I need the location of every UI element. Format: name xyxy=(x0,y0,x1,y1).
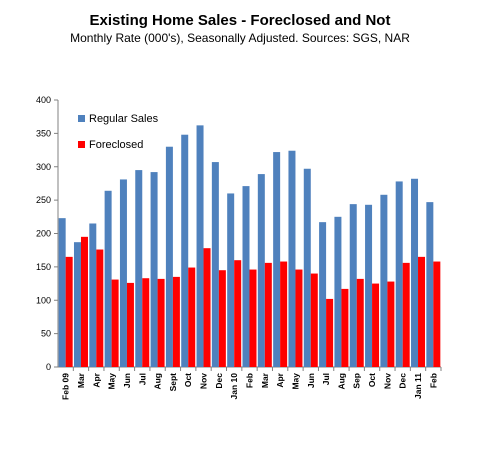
regular-sales-bar xyxy=(365,204,373,367)
foreclosed-bar xyxy=(326,298,334,367)
x-tick-label: Nov xyxy=(382,373,392,389)
x-tick-label: Apr xyxy=(91,372,101,387)
x-tick-label: May xyxy=(290,373,300,390)
y-axis: 0 50 100 150 200 250 300 350 400 xyxy=(36,95,58,372)
x-tick-label: Jan 11 xyxy=(413,373,423,399)
foreclosed-bar xyxy=(372,283,380,367)
regular-sales-bar xyxy=(227,193,235,367)
foreclosed-bar xyxy=(402,262,410,367)
y-tick-label: 100 xyxy=(36,295,51,305)
regular-sales-bar xyxy=(288,150,296,367)
regular-sales-bar xyxy=(165,146,173,367)
regular-sales-bar xyxy=(196,125,204,368)
foreclosed-bar xyxy=(65,256,73,367)
x-tick-label: Dec xyxy=(398,373,408,389)
x-tick-label: Sep xyxy=(352,373,362,389)
chart-subtitle: Monthly Rate (000's), Seasonally Adjuste… xyxy=(70,31,410,45)
foreclosed-bar xyxy=(96,249,104,367)
regular-sales-bar xyxy=(181,134,189,367)
foreclosed-bar xyxy=(418,256,426,367)
x-tick-label: Sept xyxy=(168,373,178,392)
foreclosed-bar xyxy=(142,278,150,367)
foreclosed-bar xyxy=(249,269,257,367)
regular-sales-bar xyxy=(211,162,219,367)
foreclosed-bar xyxy=(80,236,88,367)
foreclosed-bar xyxy=(387,281,395,367)
foreclosed-bar xyxy=(234,260,242,367)
regular-sales-bar xyxy=(119,179,127,367)
foreclosed-bar xyxy=(433,261,441,367)
y-tick-label: 250 xyxy=(36,195,51,205)
y-tick-label: 200 xyxy=(36,229,51,239)
x-tick-label: Feb xyxy=(428,373,438,388)
x-tick-label: May xyxy=(107,373,117,390)
regular-sales-bar xyxy=(411,178,419,367)
x-tick-label: Apr xyxy=(275,372,285,387)
foreclosed-bar xyxy=(218,270,226,367)
regular-sales-bar xyxy=(135,170,143,367)
regular-sales-bar xyxy=(426,202,434,367)
regular-sales-bar xyxy=(349,204,357,367)
x-tick-label: Oct xyxy=(367,373,377,387)
x-tick-label: Mar xyxy=(260,372,270,388)
regular-sales-bar xyxy=(273,152,281,367)
legend-label: Foreclosed xyxy=(89,139,143,151)
bars xyxy=(58,125,441,368)
y-tick-label: 350 xyxy=(36,128,51,138)
regular-sales-bar xyxy=(303,168,311,367)
x-tick-label: Nov xyxy=(199,373,209,389)
regular-sales-bar xyxy=(104,190,112,367)
x-tick-label: Aug xyxy=(336,373,346,390)
x-tick-label: Jul xyxy=(321,373,331,385)
x-tick-label: Jun xyxy=(306,373,316,388)
chart-title: Existing Home Sales - Foreclosed and Not xyxy=(89,12,391,29)
foreclosed-bar xyxy=(356,278,364,367)
regular-sales-bar xyxy=(89,223,97,367)
foreclosed-bar xyxy=(203,248,211,367)
regular-sales-bar xyxy=(380,194,388,367)
regular-sales-bar xyxy=(319,222,327,367)
regular-sales-bar xyxy=(150,172,158,367)
foreclosed-bar xyxy=(295,269,303,367)
x-tick-label: Feb xyxy=(245,373,255,388)
foreclosed-bar xyxy=(157,278,165,367)
foreclosed-bar xyxy=(172,276,180,367)
x-tick-label: Aug xyxy=(153,373,163,390)
foreclosed-bar xyxy=(188,267,196,367)
x-tick-label: Dec xyxy=(214,373,224,389)
foreclosed-bar xyxy=(111,279,119,367)
y-tick-label: 300 xyxy=(36,162,51,172)
foreclosed-bar xyxy=(280,261,288,367)
foreclosed-bar xyxy=(126,282,134,367)
legend-label: Regular Sales xyxy=(89,113,159,125)
foreclosed-bar xyxy=(264,262,272,367)
regular-sales-bar xyxy=(395,181,403,367)
x-axis: Feb 09 Mar Apr May Jun Jul Aug Sept Oct Nov Dec Jan… xyxy=(61,367,442,400)
x-tick-label: Oct xyxy=(183,373,193,387)
y-tick-label: 400 xyxy=(36,95,51,105)
foreclosed-bar xyxy=(341,288,349,367)
y-tick-label: 0 xyxy=(46,362,51,372)
legend-swatch xyxy=(78,141,85,148)
y-tick-label: 50 xyxy=(41,329,51,339)
x-tick-label: Jan 10 xyxy=(229,373,239,400)
legend-swatch xyxy=(78,115,85,122)
x-tick-label: Jul xyxy=(137,373,147,385)
regular-sales-bar xyxy=(242,186,250,367)
regular-sales-bar xyxy=(334,216,342,367)
x-tick-label: Jun xyxy=(122,373,132,388)
plot-area: 0 50 100 150 200 250 300 350 400 Feb 09 Mar Apr May… xyxy=(36,95,442,400)
foreclosed-bar xyxy=(310,273,318,367)
regular-sales-bar xyxy=(73,242,81,367)
x-tick-label: Mar xyxy=(76,372,86,388)
legend: Regular Sales Foreclosed xyxy=(78,113,159,151)
x-tick-label: Feb 09 xyxy=(61,373,71,400)
y-tick-label: 150 xyxy=(36,262,51,272)
regular-sales-bar xyxy=(58,218,66,367)
regular-sales-bar xyxy=(257,174,265,367)
